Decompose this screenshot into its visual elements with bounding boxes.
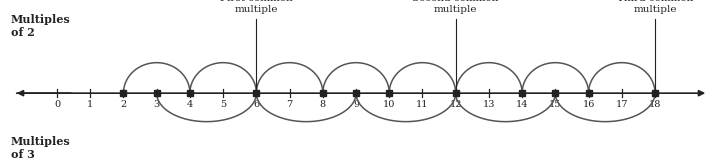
Text: 8: 8 [320, 100, 326, 109]
Text: 6: 6 [253, 100, 259, 109]
Text: Multiples
of 3: Multiples of 3 [11, 136, 70, 160]
Text: 9: 9 [353, 100, 359, 109]
Text: 7: 7 [287, 100, 292, 109]
Text: 5: 5 [220, 100, 226, 109]
Text: First common
multiple: First common multiple [220, 0, 292, 14]
Text: 16: 16 [583, 100, 595, 109]
Text: 11: 11 [416, 100, 429, 109]
Text: Second common
multiple: Second common multiple [412, 0, 499, 14]
Text: Multiples
of 2: Multiples of 2 [11, 14, 70, 38]
Text: Third common
multiple: Third common multiple [617, 0, 693, 14]
Text: 3: 3 [154, 100, 160, 109]
Text: 2: 2 [121, 100, 126, 109]
Text: 13: 13 [482, 100, 495, 109]
Text: 12: 12 [449, 100, 462, 109]
Text: 14: 14 [516, 100, 529, 109]
Text: 15: 15 [549, 100, 562, 109]
Text: 0: 0 [54, 100, 60, 109]
Text: 1: 1 [87, 100, 93, 109]
Text: 18: 18 [649, 100, 661, 109]
Text: 4: 4 [187, 100, 193, 109]
Text: 10: 10 [383, 100, 396, 109]
Text: 17: 17 [616, 100, 628, 109]
